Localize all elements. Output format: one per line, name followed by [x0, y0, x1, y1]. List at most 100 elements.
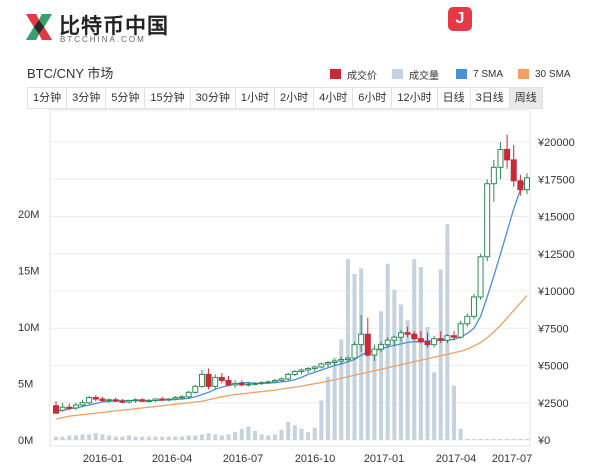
sma7-line [55, 177, 528, 413]
plot-frame [49, 109, 531, 447]
volume-bar [379, 311, 384, 440]
candle-body [444, 335, 451, 341]
tab-10[interactable]: 日线 [437, 88, 471, 108]
volume-bar [505, 438, 510, 440]
candle-body [232, 382, 239, 386]
tab-7[interactable]: 4小时 [314, 88, 354, 108]
candle-body [305, 367, 312, 371]
volume-bar [432, 372, 437, 440]
volume-bar [345, 259, 350, 440]
brand-domain: BTCCHINA.COM [60, 35, 146, 44]
candle-body [291, 370, 298, 375]
candle-body [457, 323, 464, 338]
brand-logo[interactable]: 比特币中国 BTCCHINA.COM [24, 10, 204, 46]
candle-body [86, 397, 93, 404]
candle-body [59, 406, 66, 411]
volume-bar [60, 436, 65, 440]
candle-body [238, 382, 245, 386]
candle-body [417, 338, 424, 343]
volume-bar [306, 432, 311, 440]
candle-body [285, 373, 292, 380]
volume-bar [438, 269, 443, 440]
candle-body [192, 385, 199, 393]
candle-body [79, 402, 86, 406]
tab-1[interactable]: 3分钟 [67, 88, 107, 108]
tab-5[interactable]: 1小时 [235, 88, 275, 108]
price-tick-label: ¥12500 [537, 249, 575, 261]
candle-body [265, 381, 272, 384]
tab-8[interactable]: 6小时 [353, 88, 393, 108]
volume-bar [405, 320, 410, 440]
candle-body [504, 148, 511, 161]
volume-bar [458, 428, 463, 440]
volume-bar [199, 434, 204, 440]
price-tick-label: ¥7500 [537, 323, 569, 335]
volume-bar [339, 339, 344, 440]
price-tick-label: ¥2500 [537, 398, 569, 410]
timeframe-tabs: 1分钟 3分钟 5分钟 15分钟 30分钟 1小时 2小时 4小时 6小时 12小时 日线 3日线 周线 [27, 87, 543, 109]
tab-4[interactable]: 30分钟 [190, 88, 236, 108]
candle-body [152, 398, 159, 402]
volume-bar [518, 438, 523, 440]
candle-body [159, 398, 166, 401]
volume-bar [392, 289, 397, 440]
volume-bar [146, 436, 151, 440]
candle-body [318, 363, 325, 368]
legend-label-sma7: 7 SMA [473, 68, 504, 80]
volume-bar [299, 428, 304, 440]
candle-body [112, 399, 119, 402]
volume-bar [266, 435, 271, 440]
legend-item-sma7: 7 SMA [456, 67, 503, 81]
tab-3[interactable]: 15分钟 [145, 88, 191, 108]
legend-swatch-volume [392, 69, 403, 79]
x-tick-label: 2017-04 [436, 453, 476, 465]
volume-tick-label: 5M [18, 379, 33, 391]
candle-body [119, 400, 126, 403]
candle-body [106, 399, 113, 402]
tab-0[interactable]: 1分钟 [28, 88, 68, 108]
tab-12[interactable]: 周线 [509, 88, 542, 108]
j-badge-icon[interactable]: J [448, 7, 472, 31]
volume-bar [279, 429, 284, 440]
volume-bar [319, 400, 324, 440]
price-tick-label: ¥5000 [537, 361, 569, 373]
legend-item-sma30: 30 SMA [518, 67, 571, 81]
volume-bar [166, 436, 171, 440]
candle-body [99, 398, 106, 402]
volume-bar [233, 432, 238, 440]
candle-body [371, 348, 378, 356]
volume-bar [160, 436, 165, 440]
candle-body [517, 180, 524, 191]
tab-6[interactable]: 2小时 [275, 88, 315, 108]
candle-body [165, 398, 172, 401]
volume-bar [425, 327, 430, 440]
volume-bar [385, 263, 390, 440]
candle-body [278, 378, 285, 381]
tab-2[interactable]: 5分钟 [106, 88, 146, 108]
volume-bar [292, 425, 297, 440]
candle-body [271, 379, 278, 383]
volume-bar [491, 438, 496, 440]
volume-bar [193, 435, 198, 440]
x-tick-label: 2017-01 [364, 453, 404, 465]
legend-label-volume: 成交量 [409, 70, 439, 82]
volume-bar [372, 354, 377, 440]
candle-body [397, 332, 404, 338]
candle-body [258, 382, 265, 385]
tab-9[interactable]: 12小时 [392, 88, 438, 108]
candle-body [524, 177, 530, 191]
volume-bar [153, 436, 158, 440]
volume-bar [452, 385, 457, 440]
candle-body [464, 315, 471, 325]
candle-body [245, 383, 252, 386]
x-tick-label: 2016-01 [83, 453, 123, 465]
candle-body [205, 373, 212, 387]
volume-bar [67, 435, 72, 440]
price-tick-label: ¥17500 [537, 174, 575, 186]
candle-body [484, 183, 491, 258]
volume-bar [412, 259, 417, 440]
tab-11[interactable]: 3日线 [470, 88, 510, 108]
candle-body [198, 373, 205, 387]
candle-body [225, 379, 232, 386]
